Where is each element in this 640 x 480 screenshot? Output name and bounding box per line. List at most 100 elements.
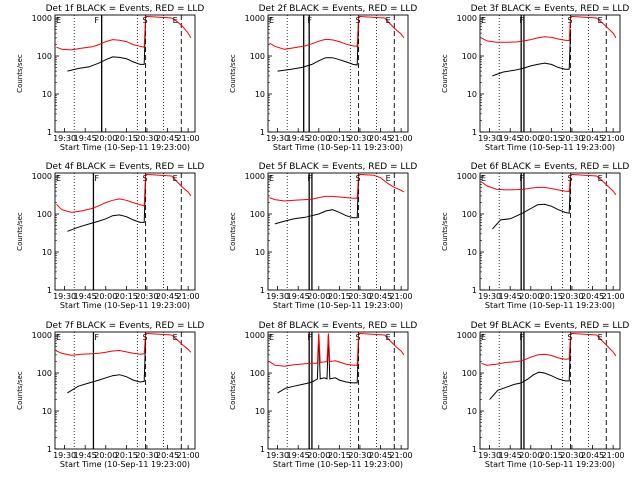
panel-det-4: Det 4f BLACK = Events, RED = LLD E F S E 19:3… <box>16 162 204 310</box>
x-tick-label: 20:30 <box>560 451 583 460</box>
y-axis-label: Counts/sec <box>441 371 449 410</box>
plot-frame <box>479 331 621 450</box>
y-tick-label: 10 <box>467 407 477 416</box>
y-tick-label: 10 <box>42 248 52 257</box>
x-tick-label: 20:30 <box>135 292 158 301</box>
y-tick-label: 1000 <box>245 331 265 340</box>
plot-frame <box>267 172 409 291</box>
panel-title: Det 4f BLACK = Events, RED = LLD <box>46 162 205 172</box>
y-tick-label: 100 <box>250 52 265 61</box>
y-tick-label: 100 <box>462 52 477 61</box>
y-tick-label: 1000 <box>457 14 477 23</box>
marker-letter: S <box>567 333 572 342</box>
x-tick-label: 20:45 <box>581 134 604 143</box>
marker-letter: E <box>386 333 391 342</box>
x-axis-label: Start Time (10-Sep-11 19:23:00) <box>485 143 615 152</box>
x-tick-label: 20:15 <box>115 134 138 143</box>
marker-letter: E <box>598 174 603 183</box>
x-tick-label: 20:45 <box>581 451 604 460</box>
marker-letter: F <box>519 174 524 183</box>
x-axis-label: Start Time (10-Sep-11 19:23:00) <box>60 143 190 152</box>
panel-det-7: Det 7f BLACK = Events, RED = LLD E F S E 19:3… <box>16 321 204 469</box>
x-axis-label: Start Time (10-Sep-11 19:23:00) <box>273 143 403 152</box>
y-tick-label: 1000 <box>32 14 52 23</box>
y-tick-label: 10 <box>467 248 477 257</box>
panel-det-5: Det 5f BLACK = Events, RED = LLD E F S E 19:3… <box>229 162 417 310</box>
x-tick-label: 19:30 <box>266 292 289 301</box>
panel-title: Det 1f BLACK = Events, RED = LLD <box>46 4 205 14</box>
marker-letter: E <box>598 16 603 25</box>
marker-letter: E <box>598 333 603 342</box>
marker-letter: F <box>94 333 99 342</box>
marker-letter: E <box>481 333 486 342</box>
x-tick-label: 20:45 <box>581 292 604 301</box>
y-tick-label: 100 <box>462 369 477 378</box>
series-events-line <box>489 338 572 400</box>
y-tick-label: 1 <box>472 445 477 454</box>
x-tick-label: 20:15 <box>540 451 563 460</box>
x-axis-label: Start Time (10-Sep-11 19:23:00) <box>60 301 190 310</box>
x-axis-label: Start Time (10-Sep-11 19:23:00) <box>273 460 403 469</box>
plot-frame <box>54 14 196 133</box>
series-events-line <box>492 29 572 77</box>
y-axis-label: Counts/sec <box>229 371 237 410</box>
plot-frame <box>267 331 409 450</box>
panel-det-8: Det 8f BLACK = Events, RED = LLD E F S E 19:3… <box>229 321 417 469</box>
x-tick-label: 20:45 <box>156 451 179 460</box>
y-tick-label: 1 <box>472 286 477 295</box>
y-tick-label: 1 <box>47 286 52 295</box>
y-tick-label: 100 <box>37 52 52 61</box>
marker-letter: F <box>307 174 312 183</box>
y-tick-label: 10 <box>255 407 265 416</box>
x-tick-label: 20:15 <box>115 451 138 460</box>
x-tick-label: 20:15 <box>115 292 138 301</box>
x-tick-label: 20:45 <box>156 134 179 143</box>
plot-area <box>481 173 617 290</box>
x-tick-label: 20:00 <box>94 292 117 301</box>
marker-letter: E <box>56 16 61 25</box>
marker-letter: S <box>142 16 147 25</box>
marker-letter: E <box>173 333 178 342</box>
y-tick-label: 100 <box>37 210 52 219</box>
series-events-line <box>492 177 572 230</box>
series-lld-line <box>56 15 192 51</box>
series-events-line <box>277 334 360 394</box>
x-tick-label: 20:45 <box>369 134 392 143</box>
plot-area <box>56 173 192 290</box>
series-events-line <box>277 21 360 72</box>
x-tick-label: 20:30 <box>348 292 371 301</box>
y-axis-label: Counts/sec <box>441 54 449 93</box>
x-tick-label: 20:30 <box>135 134 158 143</box>
marker-letter: E <box>269 16 274 25</box>
x-tick-label: 20:15 <box>328 292 351 301</box>
marker-letter: E <box>481 174 486 183</box>
panel-det-9: Det 9f BLACK = Events, RED = LLD E F S E 19:3… <box>441 321 629 469</box>
x-tick-label: 20:00 <box>94 134 117 143</box>
x-tick-label: 20:45 <box>156 292 179 301</box>
plot-area <box>481 15 617 132</box>
marker-letter: E <box>56 174 61 183</box>
y-tick-label: 10 <box>42 407 52 416</box>
marker-letter: E <box>173 16 178 25</box>
x-tick-label: 20:00 <box>519 292 542 301</box>
series-lld-line <box>269 173 405 202</box>
plot-area <box>56 15 192 132</box>
plot-area <box>269 332 405 449</box>
marker-letter: S <box>355 333 360 342</box>
y-tick-label: 1000 <box>32 331 52 340</box>
panel-title: Det 6f BLACK = Events, RED = LLD <box>471 162 630 172</box>
x-tick-label: 20:00 <box>307 292 330 301</box>
marker-letter: F <box>519 16 524 25</box>
y-tick-label: 10 <box>255 248 265 257</box>
panel-title: Det 7f BLACK = Events, RED = LLD <box>46 321 205 331</box>
y-tick-label: 100 <box>462 210 477 219</box>
x-tick-label: 19:45 <box>499 451 522 460</box>
x-tick-label: 21:00 <box>602 134 625 143</box>
marker-letter: S <box>355 174 360 183</box>
x-tick-label: 21:00 <box>177 292 200 301</box>
marker-letter: E <box>269 174 274 183</box>
x-tick-label: 19:45 <box>74 134 97 143</box>
x-tick-label: 20:00 <box>94 451 117 460</box>
y-axis-label: Counts/sec <box>229 212 237 251</box>
